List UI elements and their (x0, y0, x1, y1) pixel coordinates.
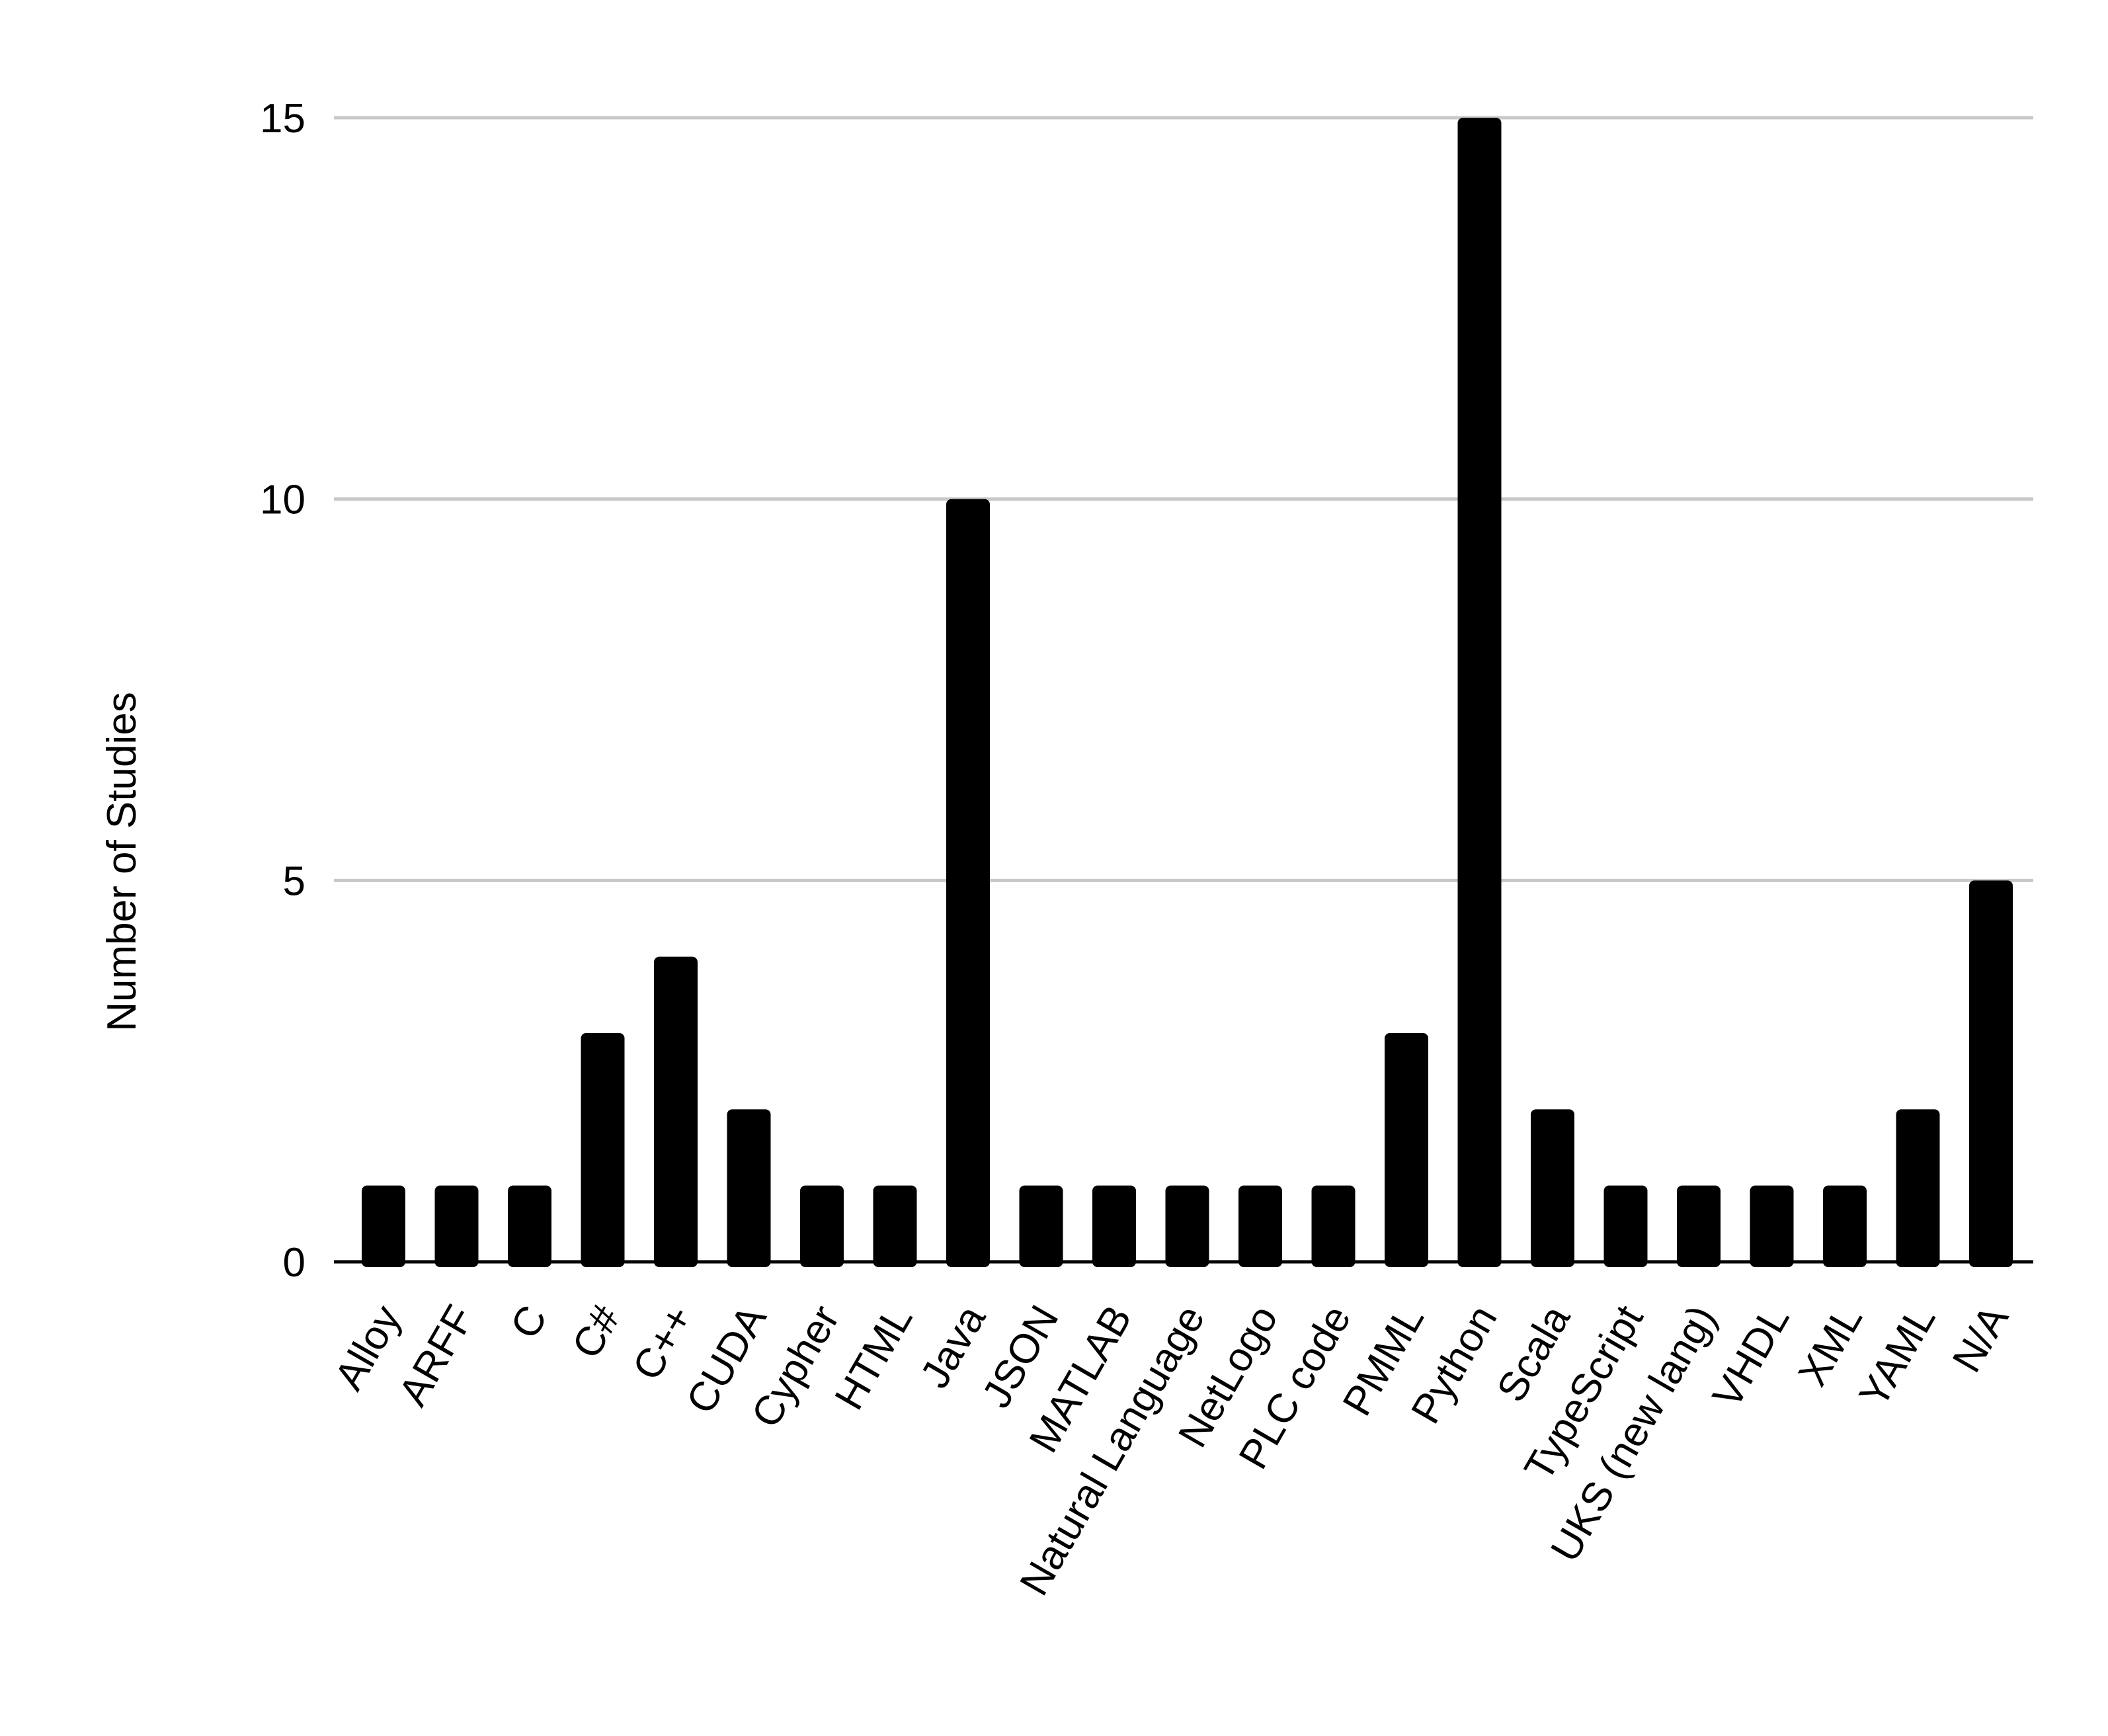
bar-c (581, 1033, 625, 1267)
bar-html (873, 1185, 917, 1267)
bar-json (1019, 1185, 1063, 1267)
bar-cuda (727, 1109, 771, 1267)
bar-vhdl (1750, 1185, 1794, 1267)
bar-scala (1531, 1109, 1574, 1267)
x-tick-label: YAML (1851, 1298, 1945, 1415)
bar-arff (434, 1185, 479, 1267)
bar-python (1457, 118, 1502, 1267)
x-tick-label: C# (563, 1298, 629, 1366)
bar-alloy (362, 1185, 405, 1267)
x-tick-label: HTML (826, 1298, 921, 1418)
bar-n-a (1969, 880, 2013, 1267)
y-axis-title: Number of Studies (99, 692, 145, 1031)
bar-c (654, 956, 698, 1267)
x-tick-label: N/A (1944, 1298, 2018, 1380)
y-tick-label: 15 (260, 96, 305, 142)
y-tick-labels: 0 5 10 15 (260, 96, 305, 1286)
bar-java (946, 499, 990, 1267)
bar-cypher (800, 1185, 844, 1267)
x-tick-label: C (502, 1298, 556, 1346)
bar-natural-language (1165, 1185, 1209, 1267)
bar-uks-new-lang (1677, 1185, 1721, 1267)
bars-layer (362, 118, 2013, 1267)
y-tick-label: 5 (283, 858, 305, 904)
x-tick-label: VHDL (1704, 1298, 1798, 1416)
bar-pmml (1385, 1033, 1428, 1267)
bar-matlab (1092, 1185, 1136, 1267)
bar-netlogo (1238, 1185, 1282, 1267)
bar-xml (1823, 1185, 1867, 1267)
y-tick-label: 0 (283, 1240, 305, 1286)
bar-yaml (1896, 1109, 1940, 1267)
x-tick-label: ARFF (390, 1298, 483, 1414)
bar-c (508, 1185, 551, 1267)
bar-plc-code (1311, 1185, 1356, 1267)
x-tick-label: C++ (624, 1298, 702, 1388)
bar-typescript (1603, 1185, 1648, 1267)
y-tick-label: 10 (260, 477, 305, 523)
grid-layer (334, 116, 2033, 882)
